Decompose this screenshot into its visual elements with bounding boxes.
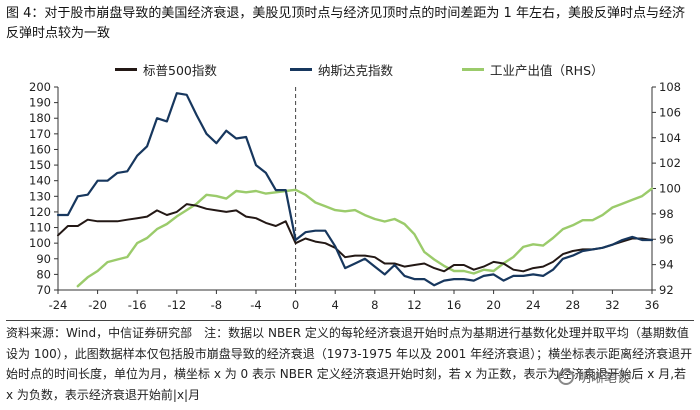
y-tick-right-label: 106: [659, 105, 681, 119]
y-tick-left-label: 130: [29, 189, 51, 203]
y-tick-left-label: 170: [29, 127, 51, 141]
chart-title: 图 4：对于股市崩盘导致的美国经济衰退，美股见顶时点与经济见顶时点的时间差距为 …: [6, 6, 685, 41]
x-tick-label: 4: [332, 298, 339, 312]
y-tick-right-label: 100: [659, 182, 681, 196]
legend-item-ip: 工业产出值（RHS）: [462, 60, 604, 79]
watermark: 明晰笔谈: [558, 367, 630, 386]
y-tick-left-label: 100: [29, 236, 51, 250]
y-tick-left-label: 110: [29, 221, 51, 235]
x-tick-label: -8: [211, 298, 222, 312]
wechat-icon: [558, 368, 574, 385]
x-tick-label: -20: [88, 298, 107, 312]
y-tick-right-label: 108: [659, 80, 681, 94]
y-tick-left-label: 150: [29, 158, 51, 172]
y-tick-right-label: 92: [659, 283, 674, 297]
legend-label-ip: 工业产出值（RHS）: [490, 63, 604, 78]
x-tick-label: 20: [486, 298, 501, 312]
y-tick-right-label: 96: [659, 232, 674, 246]
watermark-text: 明晰笔谈: [578, 371, 631, 386]
industrial-output-line: [76, 187, 654, 288]
y-tick-left-label: 160: [29, 142, 51, 156]
legend-swatch-sp500: [115, 68, 137, 71]
chart-legend: 标普500指数 纳斯达克指数 工业产出值（RHS）: [0, 60, 700, 78]
legend-label-sp500: 标普500指数: [143, 63, 217, 78]
y-tick-left-label: 70: [36, 283, 51, 297]
x-tick-label: -16: [128, 298, 147, 312]
legend-swatch-nasdaq: [290, 68, 312, 71]
legend-swatch-ip: [462, 68, 484, 71]
y-tick-left-label: 140: [29, 174, 51, 188]
y-tick-right-label: 104: [659, 131, 681, 145]
y-tick-left-label: 120: [29, 205, 51, 219]
legend-item-nasdaq: 纳斯达克指数: [290, 60, 393, 79]
x-tick-label: -24: [49, 298, 68, 312]
x-tick-label: -12: [167, 298, 186, 312]
x-tick-label: 36: [645, 298, 660, 312]
y-tick-right-label: 102: [659, 156, 681, 170]
y-tick-left-label: 180: [29, 111, 51, 125]
legend-label-nasdaq: 纳斯达克指数: [318, 63, 394, 78]
y-tick-left-label: 200: [29, 80, 51, 94]
nasdaq-line: [56, 92, 654, 287]
legend-item-sp500: 标普500指数: [115, 60, 217, 79]
line-chart: 7080901001101201301401501601701801902009…: [29, 80, 681, 312]
source-note: 资料来源：Wind，中信证券研究部 注：数据以 NBER 定义的每轮经济衰退开始…: [6, 326, 693, 402]
note-divider: [6, 320, 694, 321]
y-tick-right-label: 94: [659, 258, 674, 272]
x-tick-label: 16: [447, 298, 462, 312]
x-tick-label: 28: [565, 298, 580, 312]
y-tick-left-label: 90: [36, 252, 51, 266]
x-tick-label: 32: [605, 298, 620, 312]
x-tick-label: 24: [526, 298, 541, 312]
x-tick-label: 8: [371, 298, 378, 312]
sp500-line: [57, 203, 653, 273]
y-tick-right-label: 98: [659, 207, 674, 221]
y-tick-left-label: 80: [36, 267, 51, 281]
x-tick-label: 12: [407, 298, 422, 312]
y-tick-left-label: 190: [29, 96, 51, 110]
x-tick-label: 0: [292, 298, 299, 312]
x-tick-label: -4: [250, 298, 261, 312]
